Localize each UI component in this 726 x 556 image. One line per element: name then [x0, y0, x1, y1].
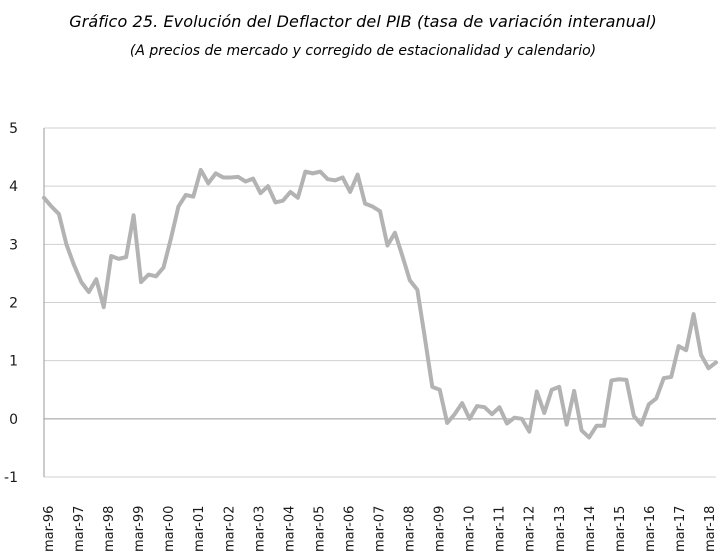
x-tick-label: mar-11 — [493, 506, 508, 552]
x-tick-label: mar-96 — [42, 506, 57, 552]
y-tick-label: 3 — [9, 237, 18, 253]
y-tick-label: 5 — [9, 121, 18, 137]
series-group — [42, 167, 718, 440]
x-tick-label: mar-05 — [312, 506, 327, 552]
chart-title: Gráfico 25. Evolución del Deflactor del … — [69, 12, 657, 31]
x-tick-label: mar-16 — [643, 506, 658, 552]
x-tick-label: mar-03 — [252, 506, 267, 552]
x-tick-label: mar-18 — [703, 506, 718, 552]
x-tick-label: mar-07 — [373, 506, 388, 552]
gridlines — [44, 127, 716, 478]
x-tick-label: mar-13 — [553, 506, 568, 552]
y-tick-label: 0 — [9, 412, 18, 428]
y-axis: -1 0 1 2 3 4 5 — [4, 121, 45, 486]
x-tick-label: mar-14 — [583, 506, 598, 552]
x-tick-label: mar-12 — [523, 506, 538, 552]
x-tick-label: mar-15 — [613, 506, 628, 552]
x-tick-label: mar-98 — [102, 506, 117, 552]
x-tick-label: mar-00 — [162, 506, 177, 552]
y-tick-label: 1 — [9, 354, 18, 370]
x-tick-label: mar-10 — [463, 506, 478, 552]
series-line-deflactor — [42, 167, 718, 440]
x-axis: mar-96 mar-97 mar-98 mar-99 mar-00 mar-01 mar-… — [42, 506, 718, 552]
x-tick-label: mar-08 — [403, 506, 418, 552]
x-tick-label: mar-97 — [72, 506, 87, 552]
x-tick-label: mar-04 — [282, 506, 297, 552]
y-tick-label: -1 — [4, 470, 18, 486]
y-tick-label: 4 — [9, 179, 18, 195]
x-tick-label: mar-99 — [132, 506, 147, 552]
x-tick-label: mar-02 — [222, 506, 237, 552]
chart-subtitle: (A precios de mercado y corregido de est… — [129, 43, 597, 59]
x-tick-label: mar-17 — [673, 506, 688, 552]
x-tick-label: mar-06 — [342, 506, 357, 552]
y-tick-label: 2 — [9, 296, 18, 312]
x-tick-label: mar-09 — [433, 506, 448, 552]
x-tick-label: mar-01 — [192, 506, 207, 552]
